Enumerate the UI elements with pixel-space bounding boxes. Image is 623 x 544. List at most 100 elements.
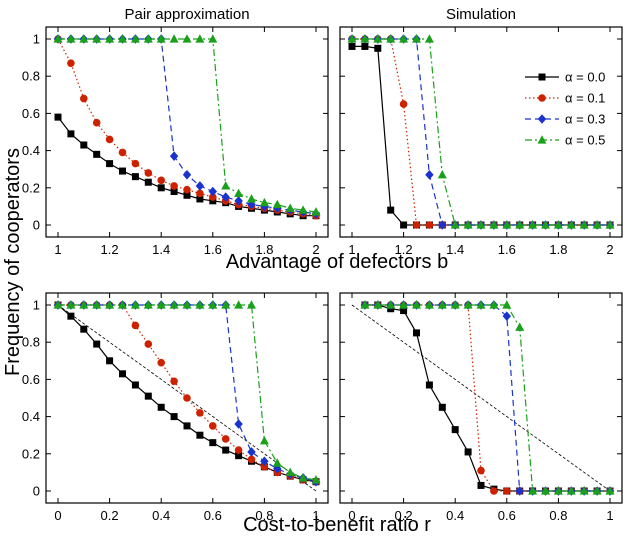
circle-marker — [144, 169, 153, 177]
triangle-marker — [311, 475, 321, 484]
circle-marker — [144, 340, 153, 348]
circle-marker — [260, 463, 269, 471]
square-marker — [54, 113, 62, 121]
square-marker — [400, 221, 408, 229]
square-marker — [170, 413, 178, 421]
series-square — [54, 113, 320, 220]
triangle-marker — [450, 220, 460, 229]
x-tick-label: 1 — [54, 242, 61, 257]
panel-1: Pair approximation 1 1.2 1.4 1.6 1.8 2 0 0.2 0.4 0… — [22, 6, 329, 257]
y-tick-label: 0 — [33, 218, 40, 233]
triangle-marker — [463, 220, 473, 229]
circle-marker — [170, 182, 178, 190]
legend-label: α = 0.3 — [565, 112, 605, 127]
square-marker — [170, 188, 178, 196]
triangle-marker — [566, 486, 576, 495]
diamond-marker — [438, 220, 447, 230]
triangle-marker — [130, 300, 140, 309]
triangle-marker — [285, 203, 295, 212]
square-marker — [67, 312, 75, 320]
triangle-marker — [412, 34, 421, 43]
triangle-marker — [373, 300, 383, 309]
triangle-marker — [221, 300, 231, 309]
circle-marker — [221, 435, 230, 443]
triangle-marker — [92, 300, 102, 309]
triangle-marker — [386, 34, 396, 43]
series-circle — [54, 35, 320, 220]
triangle-marker — [360, 34, 370, 43]
triangle-marker — [412, 300, 421, 309]
triangle-marker — [247, 194, 256, 203]
series-line — [364, 304, 610, 492]
circle-marker — [183, 394, 191, 402]
triangle-marker — [528, 486, 538, 495]
diamond-marker — [234, 419, 243, 429]
square-marker — [361, 42, 369, 50]
diamond-marker — [195, 181, 205, 191]
panel-title: Simulation — [446, 6, 516, 23]
square-marker — [196, 431, 204, 439]
square-marker — [157, 403, 165, 411]
series-line — [58, 304, 317, 481]
series-circle — [54, 301, 320, 486]
x-tick-label: 0.6 — [498, 508, 516, 523]
triangle-marker — [360, 300, 370, 309]
y-tick-label: 0.6 — [22, 106, 40, 121]
triangle-marker — [79, 300, 89, 309]
diamond-marker — [515, 486, 524, 496]
triangle-marker — [169, 300, 179, 309]
y-tick-label: 0.4 — [22, 143, 40, 158]
x-tick-label: 1.2 — [395, 242, 413, 257]
diamond-marker — [260, 456, 269, 467]
circle-marker — [247, 455, 256, 464]
diamond-marker — [247, 447, 256, 457]
triangle-marker — [156, 34, 166, 43]
circle-marker — [412, 221, 421, 229]
series-square — [361, 301, 614, 495]
circle-marker — [209, 193, 217, 201]
x-tick-label: 0 — [54, 508, 61, 523]
triangle-marker — [424, 300, 434, 309]
circle-marker — [183, 185, 191, 194]
circle-marker — [105, 135, 114, 144]
y-tick-label: 0.4 — [22, 409, 40, 424]
triangle-marker — [476, 220, 486, 229]
square-marker — [348, 42, 356, 50]
triangle-marker — [182, 300, 192, 309]
square-marker — [106, 160, 114, 168]
triangle-marker — [592, 486, 602, 495]
triangle-marker — [298, 473, 308, 482]
triangle-marker — [399, 300, 409, 309]
x-tick-label: 0.8 — [255, 508, 273, 523]
square-marker — [235, 452, 243, 460]
circle-marker — [209, 422, 217, 430]
triangle-marker — [566, 220, 576, 229]
square-marker — [119, 167, 126, 175]
y-tick-label: 0.6 — [22, 372, 40, 387]
triangle-marker — [605, 486, 615, 495]
legend-diamond-marker — [537, 114, 547, 124]
triangle-marker — [541, 220, 550, 229]
circle-marker — [425, 221, 434, 229]
triangle-marker — [476, 300, 486, 309]
triangle-marker — [66, 300, 76, 309]
x-tick-label: 1 — [348, 242, 355, 257]
triangle-marker — [515, 322, 525, 331]
diamond-marker — [234, 196, 243, 206]
series-line — [364, 304, 610, 492]
triangle-marker — [553, 220, 563, 229]
y-tick-label: 1 — [33, 298, 40, 313]
triangle-marker — [373, 34, 383, 43]
triangle-marker — [450, 300, 460, 309]
plot-frame — [339, 26, 623, 238]
triangle-marker — [195, 34, 205, 43]
panel-3: 0 0.2 0.4 0.6 0.8 1 0 0.2 0.4 0.6 0.8 1 — [22, 292, 329, 523]
legend: α = 0.0 α = 0.1 α = 0.3 α = 0.5 — [525, 70, 605, 148]
circle-marker — [399, 100, 408, 108]
square-marker — [374, 44, 382, 52]
series-line — [57, 304, 317, 483]
reference-diagonal-line — [351, 304, 611, 492]
triangle-marker — [347, 34, 357, 43]
circle-marker — [157, 176, 165, 185]
legend-square-marker — [538, 73, 546, 81]
